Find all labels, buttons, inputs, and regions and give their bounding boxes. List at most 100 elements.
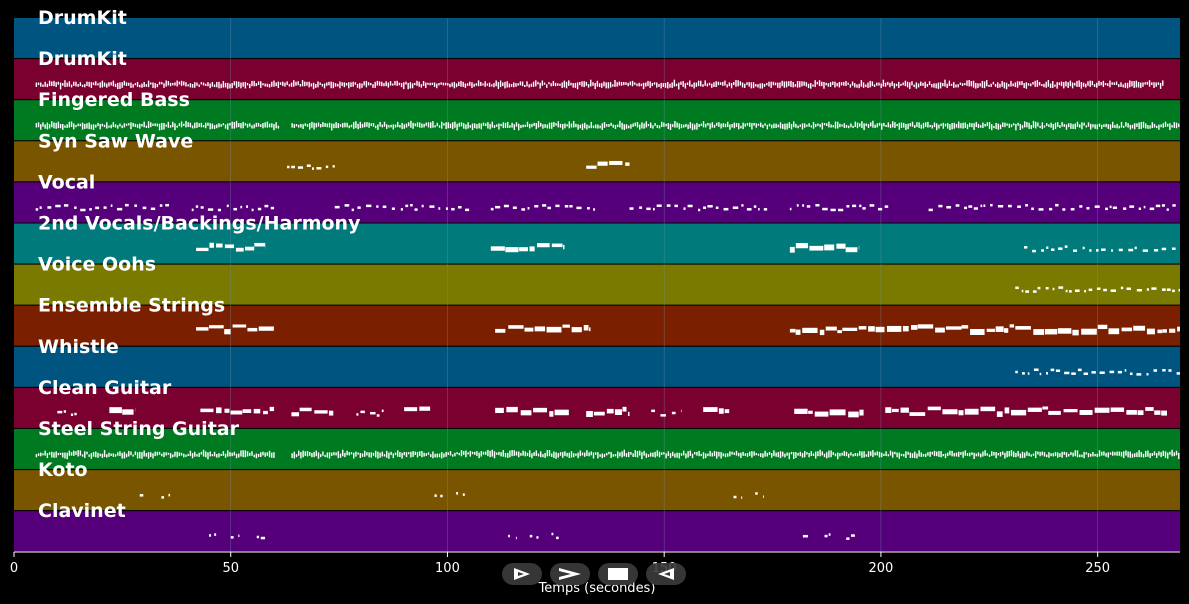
note	[244, 450, 247, 458]
note	[1052, 124, 1055, 131]
note	[1151, 287, 1157, 290]
note	[1103, 288, 1107, 292]
note	[348, 125, 351, 129]
note	[674, 121, 676, 128]
note	[898, 122, 901, 130]
note	[865, 454, 868, 457]
note	[924, 81, 926, 89]
rewind-button[interactable]	[646, 563, 686, 585]
note	[293, 124, 296, 128]
forward-button[interactable]	[550, 563, 590, 585]
note	[569, 205, 573, 208]
note	[1109, 370, 1115, 374]
note	[541, 80, 544, 86]
note	[1121, 327, 1133, 332]
note	[1027, 372, 1030, 375]
note	[169, 82, 172, 87]
note	[964, 206, 967, 210]
note	[698, 450, 700, 457]
note	[375, 125, 377, 129]
time-tick-label: 100	[435, 561, 460, 576]
note	[958, 121, 960, 129]
note	[84, 451, 86, 458]
note	[794, 408, 808, 414]
note	[583, 324, 589, 331]
note	[834, 453, 837, 457]
note	[960, 452, 962, 455]
note	[233, 122, 236, 129]
note	[132, 454, 134, 457]
note	[350, 452, 353, 455]
note	[436, 122, 439, 127]
note	[235, 120, 238, 128]
note	[581, 452, 584, 456]
note	[493, 83, 495, 88]
note	[290, 82, 293, 87]
note	[909, 82, 911, 90]
note	[665, 123, 667, 127]
note	[995, 326, 1004, 332]
note	[750, 82, 753, 89]
note	[973, 123, 975, 130]
note	[1070, 123, 1072, 129]
note	[209, 123, 211, 130]
note	[386, 124, 388, 129]
note	[634, 82, 636, 85]
note	[894, 451, 896, 455]
note	[1060, 81, 1063, 87]
note	[291, 165, 296, 169]
note	[676, 122, 678, 128]
note	[711, 83, 713, 88]
note	[630, 124, 632, 129]
note	[524, 85, 526, 88]
note	[315, 83, 317, 88]
note	[839, 123, 841, 128]
note	[922, 122, 925, 129]
note	[240, 450, 242, 457]
note	[880, 83, 882, 89]
note	[264, 83, 266, 87]
note	[1024, 452, 1026, 458]
note	[782, 124, 784, 129]
note	[1081, 328, 1097, 335]
note	[526, 121, 529, 127]
note	[988, 122, 991, 129]
note	[529, 534, 533, 538]
note	[389, 81, 392, 86]
note	[995, 451, 997, 459]
note	[802, 327, 818, 333]
note	[238, 534, 240, 538]
note	[663, 122, 665, 127]
note	[112, 122, 115, 128]
note	[958, 451, 960, 457]
note	[1096, 249, 1099, 252]
note	[515, 122, 518, 127]
note	[794, 84, 797, 87]
note	[887, 122, 890, 128]
note	[537, 81, 539, 85]
note	[152, 123, 154, 126]
play-button[interactable]	[502, 563, 542, 585]
track-name-label: Whistle	[38, 336, 119, 358]
note	[799, 124, 802, 127]
note	[185, 454, 187, 457]
note	[920, 124, 923, 129]
note	[392, 83, 394, 86]
note	[1123, 451, 1125, 459]
stop-button[interactable]	[598, 563, 638, 585]
note	[788, 81, 790, 87]
note	[42, 453, 44, 456]
note	[660, 414, 666, 417]
note	[257, 453, 260, 457]
note	[345, 82, 348, 86]
note	[246, 451, 249, 457]
note	[1176, 372, 1180, 375]
note	[46, 453, 49, 459]
note	[1137, 82, 1140, 88]
note	[130, 122, 132, 130]
note	[680, 81, 682, 85]
note	[132, 84, 134, 88]
note	[755, 123, 758, 128]
note	[1156, 125, 1158, 129]
note	[1124, 369, 1127, 372]
